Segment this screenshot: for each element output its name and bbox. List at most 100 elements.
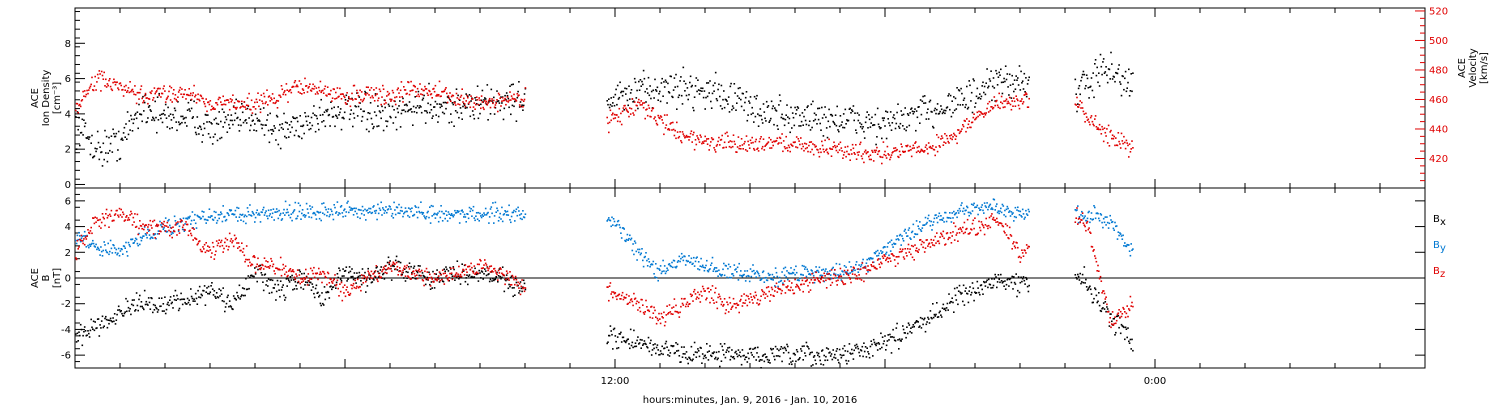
density-point (435, 114, 437, 116)
velocity-point (130, 89, 133, 92)
density-point (640, 85, 642, 87)
velocity-point (646, 108, 648, 110)
density-point (427, 102, 429, 105)
By-point (900, 244, 902, 246)
density-point (117, 130, 120, 133)
By-point (156, 233, 159, 235)
By-point (369, 207, 372, 210)
Bx-point (203, 285, 206, 287)
Bx-point (151, 297, 153, 300)
density-point (724, 98, 727, 101)
density-point (176, 129, 178, 132)
density-point (679, 80, 681, 82)
density-point (76, 111, 79, 113)
By-point (874, 252, 877, 255)
Bx-point (827, 348, 830, 350)
velocity-point (645, 109, 647, 111)
velocity-point (500, 105, 502, 107)
velocity-point (438, 80, 441, 83)
Bx-point (906, 332, 909, 335)
By-point (400, 206, 403, 209)
By-point (1086, 217, 1089, 220)
density-point (608, 98, 610, 100)
By-point (1008, 210, 1011, 212)
By-point (812, 274, 815, 277)
density-point (375, 114, 378, 117)
velocity-point (395, 96, 398, 98)
Bx-point (83, 326, 86, 328)
density-point (704, 108, 706, 110)
By-point (705, 264, 707, 267)
Bx-point (129, 308, 131, 310)
By-point (421, 213, 424, 215)
Bx-point (445, 266, 447, 268)
velocity-point (980, 112, 983, 114)
velocity-point (940, 135, 943, 137)
Bz-point (226, 239, 229, 241)
velocity-point (491, 98, 493, 100)
density-point (725, 99, 727, 101)
Bz-point (235, 237, 237, 239)
density-point (660, 82, 663, 84)
By-point (431, 215, 433, 217)
Bz-point (254, 271, 257, 274)
Bz-point (229, 240, 232, 242)
By-point (983, 212, 985, 214)
Bx-point (152, 303, 155, 306)
By-point (1019, 210, 1022, 213)
Bx-point (818, 355, 821, 358)
By-point (268, 215, 271, 217)
velocity-point (504, 97, 506, 100)
By-point (695, 257, 698, 259)
velocity-point (1003, 100, 1005, 102)
Bx-point (870, 340, 872, 342)
density-point (931, 111, 933, 113)
velocity-point (714, 149, 716, 151)
density-point (755, 97, 757, 100)
By-point (433, 212, 436, 215)
density-point (218, 111, 220, 113)
velocity-point (360, 91, 363, 93)
density-point (642, 69, 645, 72)
density-point (472, 114, 475, 116)
velocity-point (159, 87, 161, 90)
Bx-point (771, 352, 774, 355)
By-point (361, 205, 364, 208)
Bx-point (985, 281, 987, 283)
By-point (774, 267, 777, 269)
density-point (974, 106, 976, 108)
Bx-point (481, 271, 484, 273)
velocity-point (740, 148, 742, 150)
By-point (617, 219, 620, 222)
Bz-point (95, 221, 97, 223)
By-point (463, 216, 465, 218)
By-point (962, 210, 964, 213)
Bx-point (271, 279, 274, 282)
density-point (334, 125, 336, 128)
Bz-point (251, 263, 254, 266)
Bx-point (616, 347, 618, 350)
Bz-point (215, 240, 218, 242)
By-point (739, 274, 741, 277)
By-point (493, 215, 496, 217)
By-point (818, 266, 821, 269)
velocity-point (204, 105, 207, 108)
velocity-point (492, 102, 494, 105)
density-point (843, 126, 846, 129)
Bx-point (313, 292, 315, 295)
density-point (216, 139, 219, 142)
Bx-point (836, 348, 838, 350)
velocity-point (402, 101, 404, 103)
By-point (143, 235, 145, 237)
density-point (1110, 51, 1112, 54)
density-point (455, 88, 458, 90)
By-point (938, 212, 941, 215)
By-point (370, 212, 373, 215)
velocity-point (670, 122, 672, 124)
velocity-point (275, 99, 278, 102)
Bx-point (887, 334, 889, 336)
Bz-point (150, 224, 152, 227)
velocity-point (1124, 141, 1126, 144)
By-point (261, 211, 263, 214)
velocity-point (974, 118, 976, 121)
